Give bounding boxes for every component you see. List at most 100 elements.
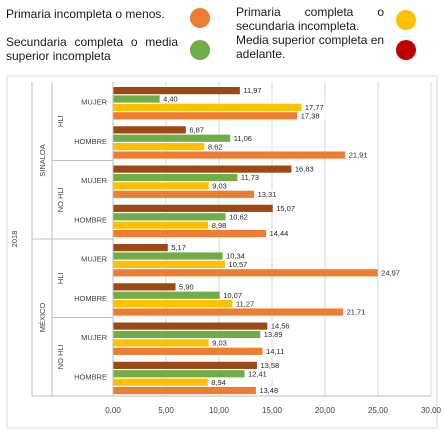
- data-label: 5,90: [179, 282, 194, 291]
- bar-series-3: [113, 213, 226, 221]
- group-label-hli: HLI: [56, 272, 65, 284]
- bar-series-1: [113, 151, 346, 159]
- data-label-bg: [232, 134, 259, 143]
- data-label: 9,03: [212, 339, 227, 348]
- bar-series-1: [113, 347, 263, 355]
- data-label-bg: [269, 322, 296, 331]
- legend-swatch-primaria-incompleta: [190, 8, 210, 28]
- data-label: 9,03: [212, 182, 227, 191]
- data-label-bg: [379, 268, 406, 277]
- data-label: 6,87: [189, 125, 204, 134]
- row-label-mujer: MUJER: [81, 176, 107, 185]
- data-label-bg: [221, 291, 248, 300]
- chart-legend: Primaria incompleta o menos. Primaria co…: [0, 0, 444, 72]
- x-tick-label: 30,00: [421, 406, 442, 415]
- legend-label-primaria-completa: Primaria completa o secundaria incomplet…: [236, 5, 384, 33]
- bar-series-1: [113, 229, 267, 238]
- bar-series-4: [113, 283, 176, 291]
- data-label-bg: [209, 378, 232, 387]
- x-tick-label: 10,00: [209, 406, 230, 415]
- legend-swatch-secundaria-completa: [190, 40, 210, 60]
- data-label: 11,27: [236, 299, 254, 308]
- bar-series-4: [113, 361, 257, 369]
- data-label: 8,94: [211, 378, 226, 387]
- bar-series-4: [113, 244, 168, 252]
- data-label: 15,07: [276, 204, 295, 213]
- bar-series-3: [113, 330, 261, 339]
- region-label-0: SINALOA: [38, 144, 47, 177]
- data-label: 12,41: [248, 369, 267, 378]
- data-label-bg: [177, 282, 199, 291]
- data-label: 13,48: [259, 386, 278, 395]
- data-label-bg: [169, 243, 192, 252]
- bar-series-2: [113, 260, 226, 268]
- data-label-bg: [264, 347, 291, 356]
- data-label-bg: [210, 221, 232, 230]
- data-label: 17,38: [301, 111, 320, 120]
- data-label: 10,57: [229, 260, 248, 269]
- legend-label-media-superior: Media superior completa en adelante.: [236, 33, 385, 61]
- data-label-bg: [347, 150, 374, 160]
- bar-series-2: [113, 221, 209, 229]
- data-label: 11,73: [241, 173, 259, 182]
- bar-series-4: [113, 87, 240, 95]
- region-label-1: MÉXICO: [38, 303, 47, 333]
- data-label-bg: [246, 369, 273, 378]
- data-label: 24,97: [381, 268, 400, 277]
- data-label: 10,07: [223, 291, 242, 300]
- data-label-bg: [256, 190, 283, 199]
- data-label-bg: [268, 229, 295, 238]
- bar-series-3: [113, 95, 160, 103]
- legend-swatch-media-superior: [396, 40, 416, 60]
- data-label: 14,44: [270, 229, 289, 238]
- data-label: 11,97: [243, 86, 261, 95]
- data-label-bg: [262, 330, 289, 339]
- bar-series-1: [113, 269, 378, 277]
- data-label: 8,62: [208, 142, 223, 151]
- data-label-bg: [227, 260, 254, 269]
- data-label: 11,06: [234, 134, 252, 143]
- data-label-bg: [234, 299, 261, 308]
- x-tick-label: 0,00: [105, 406, 121, 415]
- data-label: 16,83: [295, 165, 314, 174]
- data-label-bg: [299, 111, 326, 120]
- legend-swatch-primaria-completa: [396, 10, 416, 30]
- data-label: 5,17: [171, 243, 186, 252]
- x-tick-label: 25,00: [368, 406, 389, 415]
- data-label-bg: [303, 103, 330, 112]
- row-label-hombre: HOMBRE: [74, 372, 107, 381]
- data-label: 8,98: [212, 221, 227, 230]
- group-label-no-hli: NO HLI: [56, 187, 65, 212]
- row-label-hombre: HOMBRE: [74, 137, 107, 146]
- bar-series-4: [113, 322, 268, 330]
- row-label-hombre: HOMBRE: [74, 294, 107, 303]
- chart-frame: [6, 75, 438, 429]
- row-label-mujer: MUJER: [81, 98, 107, 107]
- data-label-bg: [257, 386, 284, 395]
- x-tick-label: 15,00: [262, 406, 283, 415]
- bar-series-4: [113, 165, 292, 173]
- year-label: 2018: [10, 231, 19, 248]
- bar-series-1: [113, 386, 256, 395]
- data-label: 10,62: [229, 212, 248, 221]
- data-label-bg: [210, 181, 233, 190]
- data-label: 4,40: [163, 95, 178, 104]
- data-label-bg: [210, 338, 233, 347]
- data-label-bg: [258, 361, 285, 370]
- bar-series-1: [113, 112, 298, 120]
- row-label-hombre: HOMBRE: [74, 215, 107, 224]
- data-label: 14,56: [271, 322, 290, 331]
- data-label-bg: [224, 251, 251, 261]
- legend-label-primaria-incompleta: Primaria incompleta o menos.: [6, 7, 165, 21]
- data-label: 21,91: [349, 151, 368, 160]
- legend-label-secundaria-completa: Secundaria completa o media superior inc…: [6, 35, 178, 63]
- data-label: 14,11: [266, 347, 284, 356]
- bar-chart: 0,00 5,00 10,00 15,00 20,00 25,00 30,00 MUJER 11…: [6, 75, 442, 429]
- data-label-bg: [239, 173, 266, 182]
- bar-series-4: [113, 126, 186, 134]
- data-label: 13,31: [258, 190, 277, 199]
- bar-series-2: [113, 378, 208, 386]
- data-label-bg: [161, 94, 184, 104]
- bar-series-2: [113, 143, 205, 151]
- data-label: 21,71: [347, 308, 366, 317]
